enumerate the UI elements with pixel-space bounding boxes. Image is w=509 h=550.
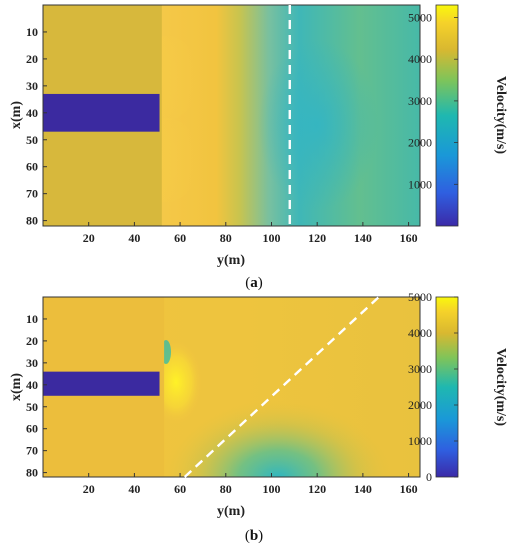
panel-b-low-velocity-zone xyxy=(163,400,393,477)
panel-b-x-tick-label: 60 xyxy=(174,482,186,496)
panel-a-x-ticks: 20 40 60 80 100 120 140 160 xyxy=(83,222,418,245)
panel-a-colorbar-tick-label: 3000 xyxy=(408,94,432,108)
panel-a-x-tick-label: 20 xyxy=(83,231,95,245)
panel-a-colorbar-tick-label: 1000 xyxy=(408,177,432,191)
panel-b-colorbar-tick-label: 1000 xyxy=(408,434,432,448)
panel-b-y-tick-label: 30 xyxy=(26,356,38,370)
panel-b-y-ticks: 10 20 30 40 50 60 70 80 xyxy=(26,312,47,480)
panel-b-y-tick-label: 60 xyxy=(26,422,38,436)
panel-b-low-velocity-block xyxy=(43,371,160,396)
panel-a-colorbar-label: Velocity(m/s) xyxy=(493,76,508,154)
panel-b-caption: (b) xyxy=(245,528,263,544)
panel-b-x-tick-label: 160 xyxy=(400,482,418,496)
panel-a-y-tick-label: 60 xyxy=(26,160,38,174)
panel-a-y-ticks: 10 20 30 40 50 60 70 80 xyxy=(26,25,47,228)
panel-b-x-ticks: 20 40 60 80 100 120 140 160 xyxy=(83,473,418,496)
panel-b-caption-letter: b xyxy=(250,528,258,544)
panel-a-caption-letter: a xyxy=(250,275,258,291)
panel-a-x-tick-label: 140 xyxy=(354,231,372,245)
panel-b-x-tick-label: 120 xyxy=(308,482,326,496)
panel-b-y-tick-label: 80 xyxy=(26,466,38,480)
panel-b-x-tick-label: 20 xyxy=(83,482,95,496)
panel-a-frame xyxy=(42,4,421,227)
panel-b-y-tick-label: 40 xyxy=(26,378,38,392)
panel-b-y-tick-label: 50 xyxy=(26,400,38,414)
panel-b-colorbar-label: Velocity(m/s) xyxy=(493,348,508,426)
panel-b-x-tick-label: 40 xyxy=(128,482,140,496)
panel-b-colorbar-tick-label: 4000 xyxy=(408,326,432,340)
panel-a-x-tick-label: 80 xyxy=(220,231,232,245)
panel-b-x-tick-label: 140 xyxy=(354,482,372,496)
panel-b-colorbar-ticks: 0 1000 2000 3000 4000 5000 xyxy=(408,290,458,484)
panel-b-y-tick-label: 20 xyxy=(26,334,38,348)
panel-b-colorbar-tick-label: 2000 xyxy=(408,398,432,412)
panel-b-x-tick-label: 100 xyxy=(262,482,280,496)
panel-a-y-tick-label: 40 xyxy=(26,106,38,120)
panel-b-y-tick-label: 10 xyxy=(26,312,38,326)
panel-a-colorbar-tick-label: 4000 xyxy=(408,52,432,66)
panel-b-plot-area xyxy=(43,297,420,477)
panel-b-colorbar-tick-label: 5000 xyxy=(408,290,432,304)
panel-a-plot-area xyxy=(43,5,420,226)
panel-a-caption: (a) xyxy=(245,275,263,291)
panel-a-low-velocity-zone xyxy=(258,40,378,210)
panel-a-x-tick-label: 100 xyxy=(262,231,280,245)
panel-b-colorbar-tick-label: 0 xyxy=(426,470,432,484)
panel-a-xlabel: y(m) xyxy=(217,253,245,268)
panel-a-x-tick-label: 120 xyxy=(308,231,326,245)
panel-a: 20 40 60 80 100 120 140 160 10 20 30 40 50 60 70 80 y(… xyxy=(9,4,508,291)
panel-a-x-tick-label: 60 xyxy=(174,231,186,245)
panel-a-y-tick-label: 20 xyxy=(26,52,38,66)
panel-b-frame xyxy=(42,296,421,478)
panel-a-y-tick-label: 80 xyxy=(26,214,38,228)
panel-b-colorbar-tick-label: 3000 xyxy=(408,362,432,376)
panel-a-x-tick-label: 160 xyxy=(400,231,418,245)
panel-a-y-tick-label: 10 xyxy=(26,25,38,39)
panel-a-colorbar-tick-label: 2000 xyxy=(408,136,432,150)
panel-a-y-tick-label: 70 xyxy=(26,187,38,201)
panel-b-ylabel: x(m) xyxy=(9,373,24,401)
panel-b-xlabel: y(m) xyxy=(217,504,245,519)
panel-a-colorbar xyxy=(435,4,459,227)
panel-a-y-tick-label: 50 xyxy=(26,133,38,147)
panel-a-colorbar-tick-label: 5000 xyxy=(408,11,432,25)
panel-b-x-tick-label: 80 xyxy=(220,482,232,496)
panel-a-colorbar-ticks: 1000 2000 3000 4000 5000 xyxy=(408,11,458,191)
panel-b: 20 40 60 80 100 120 140 160 10 20 30 40 50 60 70 80 y(… xyxy=(9,290,508,544)
panel-b-y-tick-label: 70 xyxy=(26,444,38,458)
panel-b-colorbar xyxy=(435,296,459,478)
panel-a-low-velocity-block xyxy=(43,93,160,132)
panel-a-x-tick-label: 40 xyxy=(128,231,140,245)
panel-a-ylabel: x(m) xyxy=(9,101,24,129)
panel-a-y-tick-label: 30 xyxy=(26,79,38,93)
